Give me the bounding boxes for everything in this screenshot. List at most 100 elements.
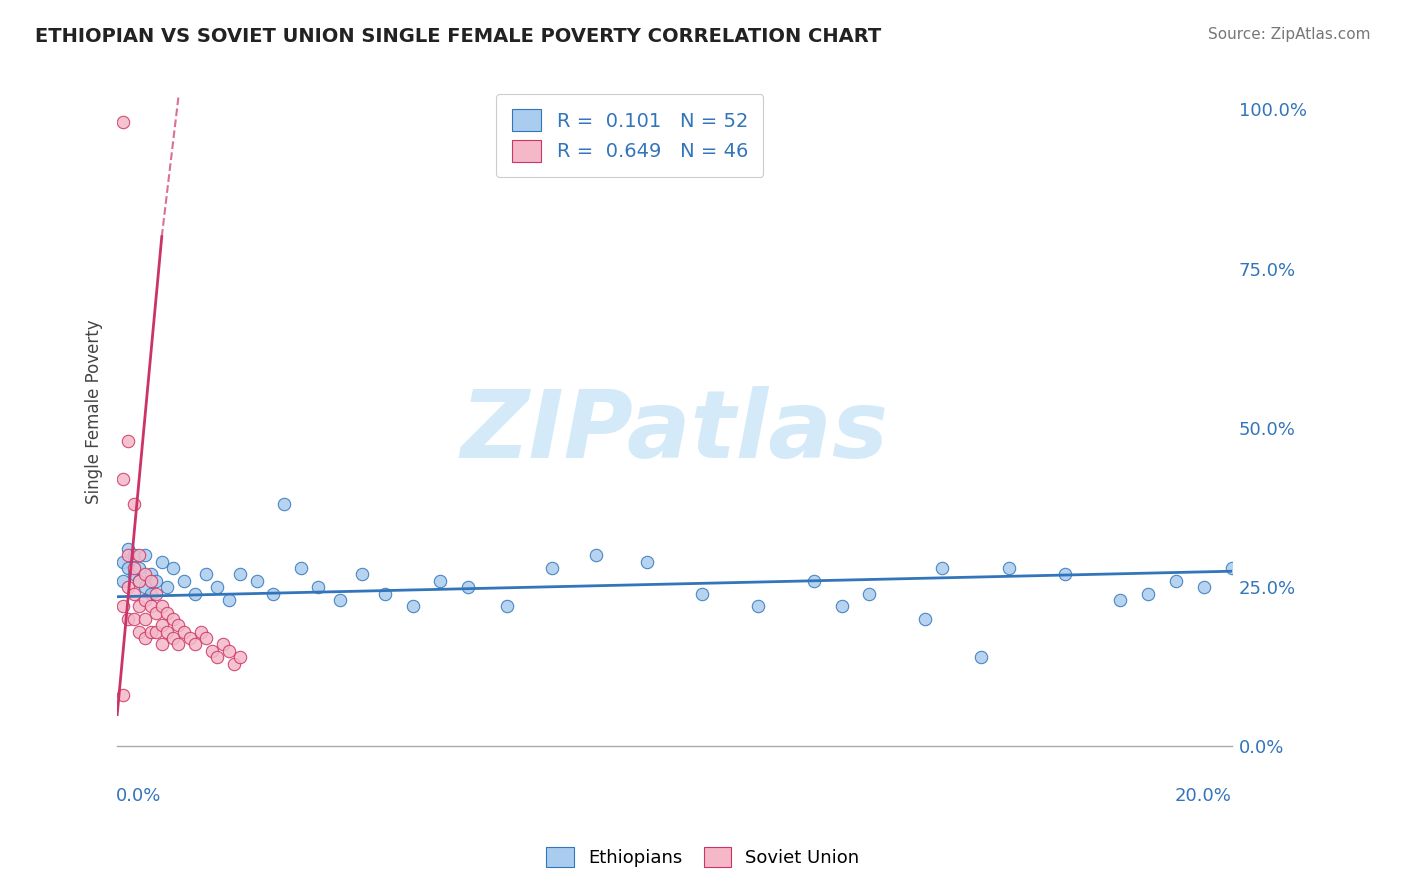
Point [1109, 593, 1132, 607]
Point [195, 631, 218, 645]
Point [970, 650, 993, 665]
Point [145, 586, 167, 600]
Point [128, 574, 150, 588]
Point [139, 586, 162, 600]
Point [931, 561, 953, 575]
Point [352, 567, 374, 582]
Point [162, 561, 184, 575]
Point [290, 561, 312, 575]
Point [1220, 561, 1243, 575]
Point [111, 555, 134, 569]
Point [134, 549, 156, 563]
Point [747, 599, 769, 614]
Point [1192, 580, 1215, 594]
Point [134, 593, 156, 607]
Point [224, 657, 246, 671]
Point [134, 567, 156, 582]
Point [914, 612, 936, 626]
Point [145, 574, 167, 588]
Point [190, 624, 212, 639]
Point [207, 650, 229, 665]
Point [201, 644, 224, 658]
Point [139, 624, 162, 639]
Point [262, 586, 284, 600]
Point [273, 497, 295, 511]
Point [803, 574, 825, 588]
Point [111, 599, 134, 614]
Point [307, 580, 329, 594]
Point [1137, 586, 1160, 600]
Y-axis label: Single Female Poverty: Single Female Poverty [86, 319, 103, 504]
Point [117, 434, 139, 448]
Point [179, 631, 201, 645]
Point [229, 650, 252, 665]
Point [229, 567, 252, 582]
Text: 20.0%: 20.0% [1175, 787, 1232, 805]
Text: 0.0%: 0.0% [117, 787, 162, 805]
Point [858, 586, 880, 600]
Point [1164, 574, 1187, 588]
Point [374, 586, 396, 600]
Point [429, 574, 451, 588]
Point [167, 638, 190, 652]
Point [156, 606, 179, 620]
Point [128, 624, 150, 639]
Point [122, 561, 145, 575]
Point [184, 638, 207, 652]
Point [207, 580, 229, 594]
Point [1053, 567, 1076, 582]
Point [145, 606, 167, 620]
Point [831, 599, 853, 614]
Point [122, 612, 145, 626]
Point [329, 593, 352, 607]
Point [139, 599, 162, 614]
Point [636, 555, 658, 569]
Point [111, 574, 134, 588]
Point [195, 567, 218, 582]
Point [134, 612, 156, 626]
Point [692, 586, 714, 600]
Point [139, 567, 162, 582]
Point [122, 586, 145, 600]
Point [134, 580, 156, 594]
Point [218, 593, 240, 607]
Point [122, 549, 145, 563]
Point [128, 561, 150, 575]
Point [997, 561, 1019, 575]
Point [128, 574, 150, 588]
Point [111, 115, 134, 129]
Point [128, 549, 150, 563]
Point [117, 541, 139, 556]
Point [128, 599, 150, 614]
Point [156, 624, 179, 639]
Point [173, 624, 195, 639]
Point [167, 618, 190, 632]
Text: ZIPatlas: ZIPatlas [460, 386, 889, 478]
Point [173, 574, 195, 588]
Point [585, 549, 607, 563]
Point [162, 631, 184, 645]
Point [139, 574, 162, 588]
Point [184, 586, 207, 600]
Point [134, 631, 156, 645]
Point [401, 599, 423, 614]
Point [111, 472, 134, 486]
Point [117, 561, 139, 575]
Point [540, 561, 562, 575]
Text: Source: ZipAtlas.com: Source: ZipAtlas.com [1208, 27, 1371, 42]
Point [245, 574, 267, 588]
Legend: Ethiopians, Soviet Union: Ethiopians, Soviet Union [540, 839, 866, 874]
Point [117, 549, 139, 563]
Point [150, 638, 173, 652]
Point [457, 580, 479, 594]
Point [150, 599, 173, 614]
Point [218, 644, 240, 658]
Point [111, 689, 134, 703]
Legend: R =  0.101   N = 52, R =  0.649   N = 46: R = 0.101 N = 52, R = 0.649 N = 46 [496, 94, 763, 178]
Point [156, 580, 179, 594]
Point [117, 612, 139, 626]
Point [212, 638, 235, 652]
Point [117, 580, 139, 594]
Point [122, 567, 145, 582]
Point [150, 555, 173, 569]
